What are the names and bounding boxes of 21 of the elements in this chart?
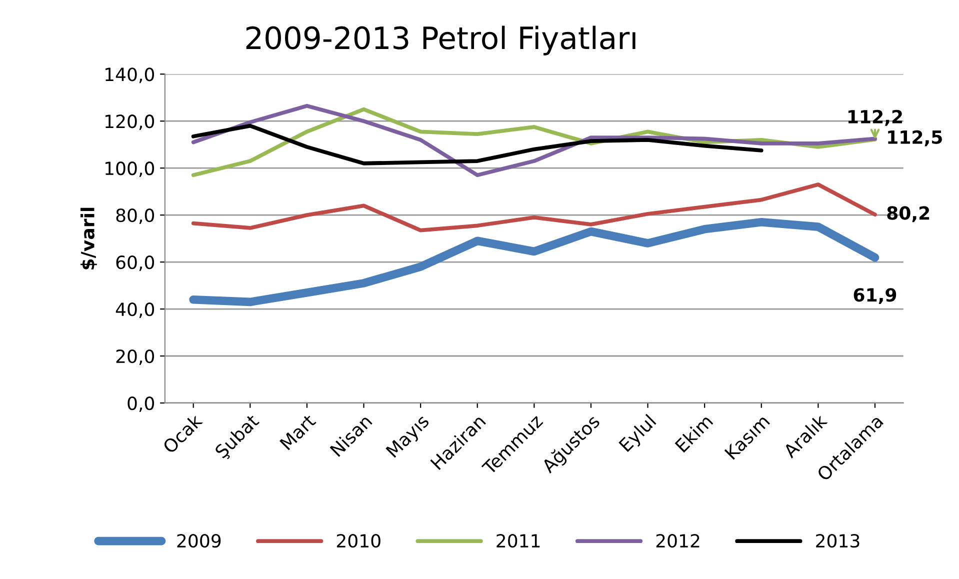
y-tick-label: 0,0 — [128, 396, 154, 412]
y-tick-label: 20,0 — [116, 349, 154, 365]
legend-label: 2012 — [656, 534, 700, 548]
line-series — [191, 182, 877, 232]
legend-label: 2013 — [816, 534, 860, 548]
y-tick-label: 120,0 — [106, 114, 154, 130]
line-series — [191, 124, 764, 166]
data-label: 112,5 — [888, 130, 942, 146]
y-axis-title: $/varil — [80, 208, 97, 270]
data-label: 61,9 — [854, 288, 896, 304]
y-tick-label: 40,0 — [116, 302, 154, 318]
legend-label: 2010 — [336, 534, 380, 548]
legend-label: 2009 — [177, 534, 221, 548]
legend-label: 2011 — [496, 534, 540, 548]
data-label: 112,2 — [848, 110, 902, 126]
y-tick-label: 80,0 — [116, 208, 154, 224]
y-tick-label: 100,0 — [106, 162, 154, 178]
chart-title: 2009-2013 Petrol Fiyatları — [246, 26, 636, 56]
data-label: 80,2 — [887, 206, 930, 222]
y-tick-label: 140,0 — [106, 68, 154, 84]
y-tick-label: 60,0 — [116, 256, 154, 271]
